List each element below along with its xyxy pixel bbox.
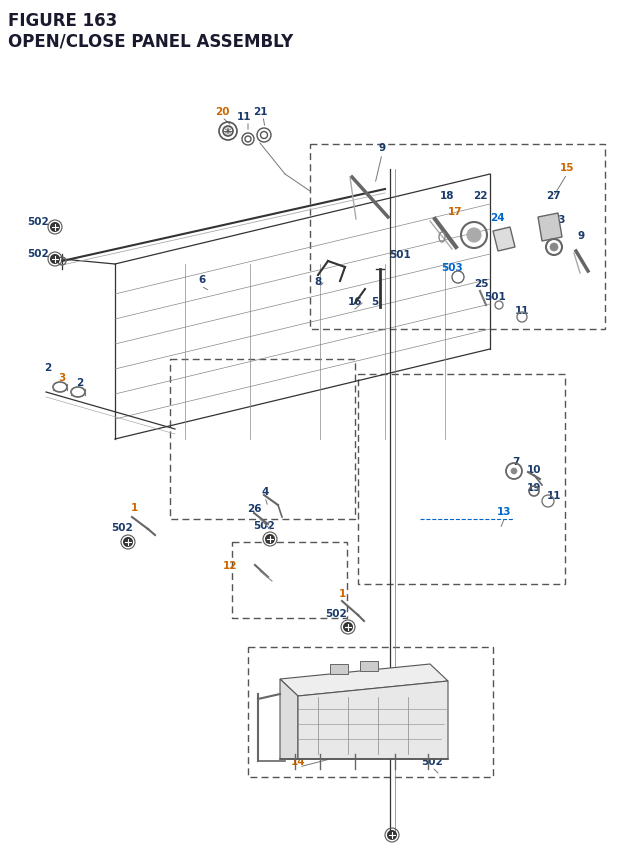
Text: 24: 24 <box>490 213 504 223</box>
Polygon shape <box>280 664 448 697</box>
Polygon shape <box>298 681 448 759</box>
Text: 501: 501 <box>484 292 506 301</box>
Text: 14: 14 <box>291 756 305 766</box>
Text: 20: 20 <box>215 107 229 117</box>
Text: 11: 11 <box>515 306 529 316</box>
Text: 7: 7 <box>512 456 520 467</box>
Text: 8: 8 <box>314 276 322 287</box>
Text: 26: 26 <box>247 504 261 513</box>
Text: 11: 11 <box>547 491 561 500</box>
Text: 23: 23 <box>551 214 565 225</box>
Text: 9: 9 <box>378 143 385 152</box>
Polygon shape <box>280 679 298 759</box>
Text: 502: 502 <box>253 520 275 530</box>
Circle shape <box>343 623 353 632</box>
Text: 17: 17 <box>448 207 462 217</box>
Text: 502: 502 <box>27 217 49 226</box>
Text: 502: 502 <box>421 756 443 766</box>
Circle shape <box>123 537 133 548</box>
Text: 6: 6 <box>198 275 205 285</box>
Text: OPEN/CLOSE PANEL ASSEMBLY: OPEN/CLOSE PANEL ASSEMBLY <box>8 32 293 50</box>
Circle shape <box>387 830 397 840</box>
Text: 27: 27 <box>546 191 560 201</box>
Bar <box>360 661 378 672</box>
Circle shape <box>50 223 60 232</box>
Text: 21: 21 <box>253 107 268 117</box>
Circle shape <box>550 244 558 251</box>
Text: 19: 19 <box>527 482 541 492</box>
Text: 5: 5 <box>371 297 379 307</box>
Text: 1: 1 <box>131 503 138 512</box>
Text: FIGURE 163: FIGURE 163 <box>8 12 117 30</box>
Text: 2: 2 <box>44 362 52 373</box>
Text: 503: 503 <box>441 263 463 273</box>
Circle shape <box>265 535 275 544</box>
Text: 13: 13 <box>497 506 511 517</box>
Text: 9: 9 <box>577 231 584 241</box>
Bar <box>330 664 348 674</box>
Text: 11: 11 <box>237 112 252 122</box>
Text: 10: 10 <box>527 464 541 474</box>
Polygon shape <box>493 228 515 251</box>
Text: 22: 22 <box>473 191 487 201</box>
Text: 502: 502 <box>111 523 133 532</box>
Text: 18: 18 <box>440 191 454 201</box>
Circle shape <box>467 229 481 243</box>
Text: 2: 2 <box>76 378 84 387</box>
Text: 15: 15 <box>560 163 574 173</box>
Text: 4: 4 <box>261 486 269 497</box>
Polygon shape <box>538 214 562 242</box>
Text: 502: 502 <box>27 249 49 258</box>
Text: 25: 25 <box>474 279 488 288</box>
Circle shape <box>511 468 517 474</box>
Text: 502: 502 <box>325 608 347 618</box>
Text: 501: 501 <box>389 250 411 260</box>
Text: 3: 3 <box>58 373 66 382</box>
Circle shape <box>50 255 60 264</box>
Text: 12: 12 <box>223 561 237 570</box>
Text: 16: 16 <box>348 297 362 307</box>
Text: 1: 1 <box>339 588 346 598</box>
